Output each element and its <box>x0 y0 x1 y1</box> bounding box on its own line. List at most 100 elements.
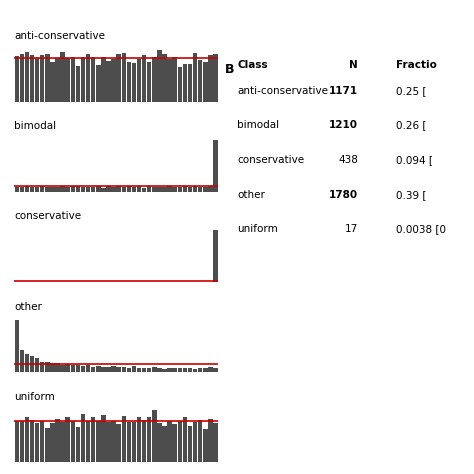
Bar <box>25 186 29 192</box>
Bar <box>173 187 177 192</box>
Bar <box>167 59 172 102</box>
Bar <box>117 424 121 462</box>
Bar <box>167 186 172 192</box>
Bar <box>45 428 50 462</box>
Bar <box>162 55 167 102</box>
Bar <box>35 423 39 462</box>
Text: B: B <box>225 63 235 76</box>
Bar <box>101 415 106 462</box>
Bar <box>203 368 208 372</box>
Bar <box>15 187 19 192</box>
Bar <box>19 55 24 102</box>
Bar <box>25 354 29 372</box>
Bar <box>157 423 162 462</box>
Bar <box>30 55 34 102</box>
Bar <box>55 363 60 372</box>
Bar <box>173 57 177 102</box>
Bar <box>86 365 91 372</box>
Bar <box>40 186 45 192</box>
Bar <box>178 368 182 372</box>
Bar <box>35 187 39 192</box>
Bar <box>30 420 34 462</box>
Text: other: other <box>237 190 265 200</box>
Bar <box>117 54 121 102</box>
Text: bimodal: bimodal <box>14 121 56 131</box>
Bar <box>15 56 19 102</box>
Bar <box>193 369 197 372</box>
Bar <box>203 187 208 192</box>
Text: anti-conservative: anti-conservative <box>14 31 105 41</box>
Bar <box>162 369 167 372</box>
Bar <box>167 421 172 462</box>
Text: Fractio: Fractio <box>396 60 437 70</box>
Bar <box>15 320 19 372</box>
Bar <box>71 421 75 462</box>
Bar <box>117 186 121 192</box>
Bar <box>91 367 95 372</box>
Bar <box>182 64 187 102</box>
Bar <box>86 187 91 192</box>
Text: uniform: uniform <box>237 224 278 234</box>
Bar <box>65 364 70 372</box>
Bar <box>188 368 192 372</box>
Bar <box>178 187 182 192</box>
Bar <box>96 186 100 192</box>
Bar <box>173 367 177 372</box>
Bar <box>182 186 187 192</box>
Bar <box>127 368 131 372</box>
Bar <box>96 421 100 462</box>
Text: 17: 17 <box>345 224 358 234</box>
Bar <box>81 366 85 372</box>
Bar <box>106 61 111 102</box>
Bar <box>157 368 162 372</box>
Bar <box>147 186 152 192</box>
Bar <box>152 187 156 192</box>
Text: 0.25 [: 0.25 [ <box>396 86 426 96</box>
Bar <box>198 187 202 192</box>
Bar <box>198 368 202 372</box>
Bar <box>203 428 208 462</box>
Bar <box>50 187 55 192</box>
Bar <box>132 422 136 462</box>
Bar <box>198 419 202 462</box>
Bar <box>25 418 29 462</box>
Bar <box>65 187 70 192</box>
Text: 0.094 [: 0.094 [ <box>396 155 433 165</box>
Bar <box>86 421 91 462</box>
Text: uniform: uniform <box>14 392 55 401</box>
Bar <box>60 421 65 462</box>
Bar <box>147 368 152 372</box>
Bar <box>55 419 60 462</box>
Bar <box>19 350 24 372</box>
Bar <box>121 367 126 372</box>
Bar <box>91 187 95 192</box>
Bar <box>137 59 141 102</box>
Bar <box>40 362 45 372</box>
Bar <box>167 367 172 372</box>
Bar <box>137 368 141 372</box>
Text: 438: 438 <box>338 155 358 165</box>
Bar <box>208 367 213 372</box>
Bar <box>182 417 187 462</box>
Bar <box>35 58 39 102</box>
Bar <box>152 57 156 102</box>
Bar <box>178 421 182 462</box>
Bar <box>157 50 162 102</box>
Bar <box>152 367 156 372</box>
Text: 0.26 [: 0.26 [ <box>396 120 426 130</box>
Bar <box>137 417 141 462</box>
Bar <box>111 59 116 102</box>
Bar <box>45 187 50 192</box>
Text: anti-conservative: anti-conservative <box>237 86 328 96</box>
Bar <box>213 423 218 462</box>
Bar <box>152 410 156 462</box>
Bar <box>76 365 80 372</box>
Bar <box>127 422 131 462</box>
Bar <box>203 62 208 102</box>
Bar <box>213 230 218 282</box>
Bar <box>132 366 136 372</box>
Bar <box>121 416 126 462</box>
Text: conservative: conservative <box>14 211 82 221</box>
Bar <box>162 187 167 192</box>
Text: 0.0038 [0: 0.0038 [0 <box>396 224 446 234</box>
